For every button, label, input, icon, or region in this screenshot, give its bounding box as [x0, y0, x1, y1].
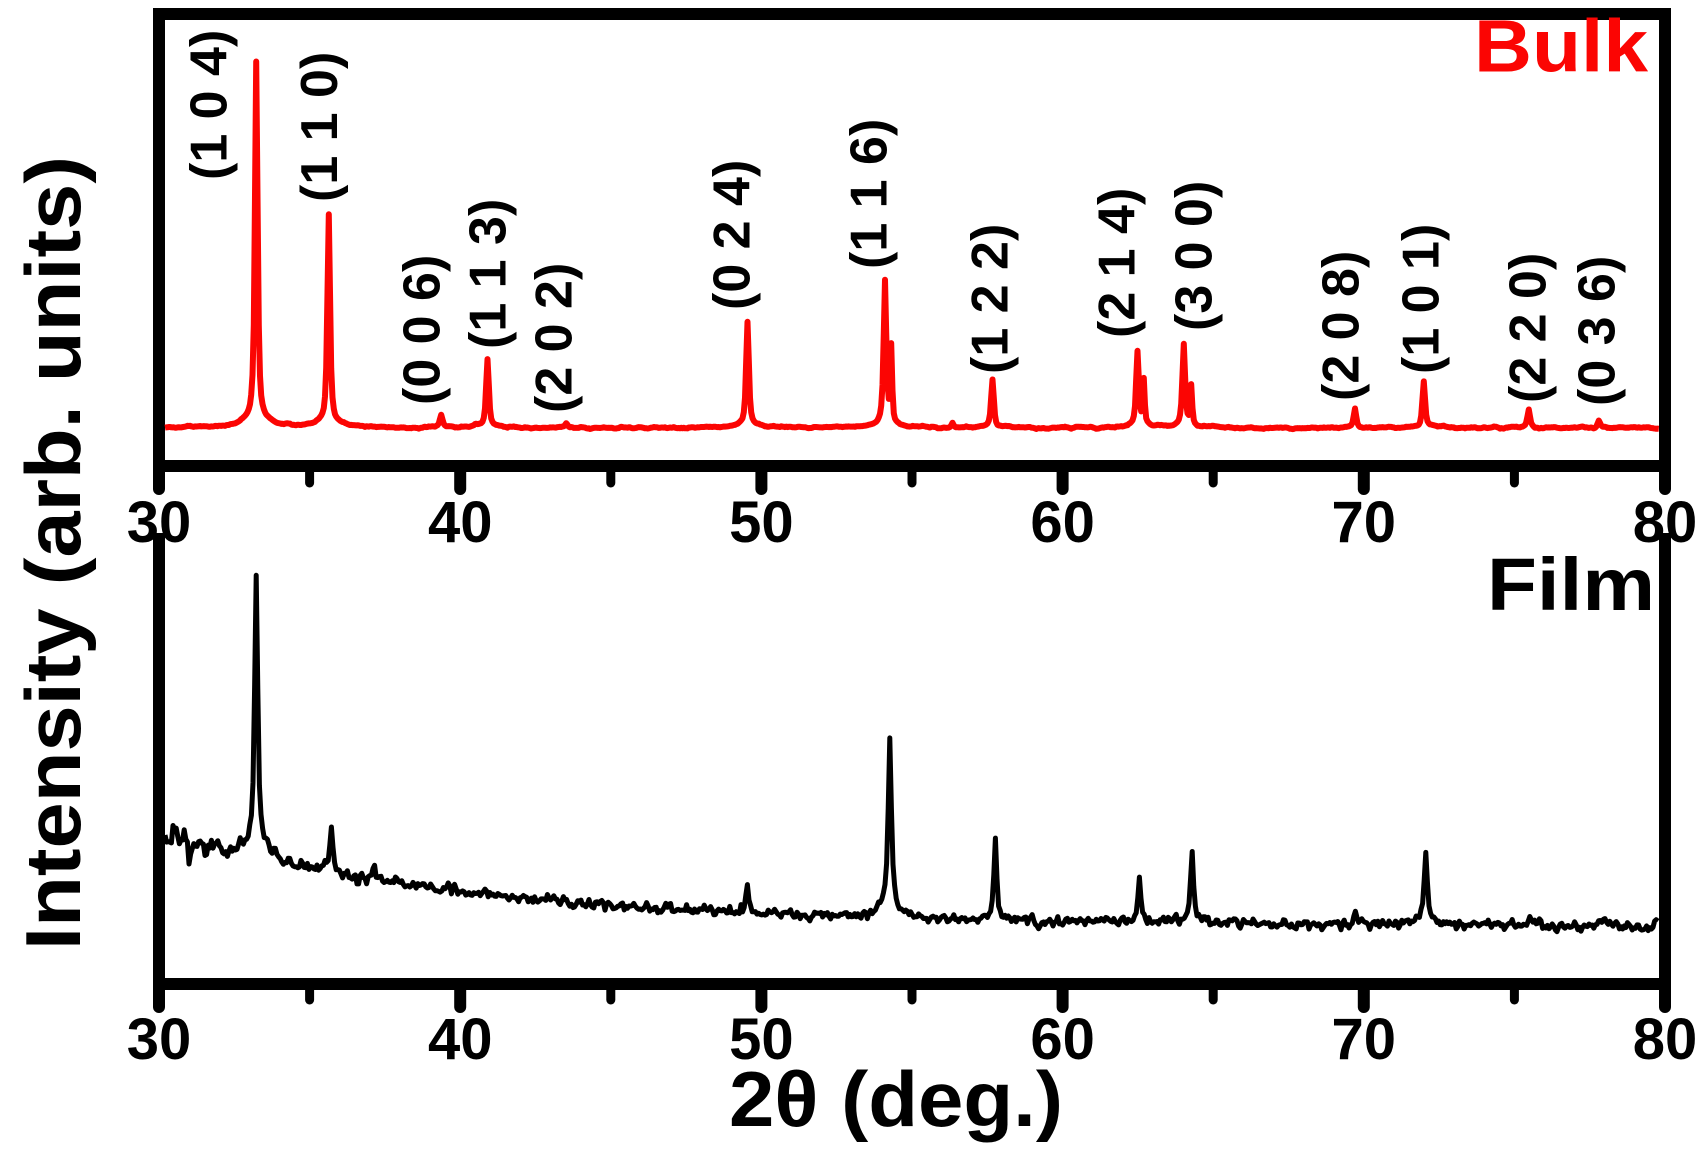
svg-text:Intensity (arb. units): Intensity (arb. units) [9, 156, 97, 950]
svg-text:(2 0 8): (2 0 8) [1313, 251, 1371, 401]
svg-text:50: 50 [729, 1007, 794, 1072]
svg-text:30: 30 [127, 1007, 192, 1072]
svg-text:(0 2 4): (0 2 4) [704, 160, 762, 310]
svg-text:60: 60 [1030, 1007, 1095, 1072]
svg-text:70: 70 [1332, 490, 1397, 555]
svg-text:Bulk: Bulk [1474, 5, 1649, 88]
svg-text:40: 40 [428, 490, 493, 555]
svg-text:(1 1 3): (1 1 3) [460, 199, 518, 349]
svg-text:(1 1 0): (1 1 0) [291, 52, 349, 202]
svg-text:(0 3 6): (0 3 6) [1569, 256, 1627, 406]
svg-text:(0 0 6): (0 0 6) [394, 255, 452, 405]
svg-text:(2 2 0): (2 2 0) [1500, 253, 1558, 403]
svg-text:70: 70 [1332, 1007, 1397, 1072]
svg-text:(2 1 4): (2 1 4) [1089, 188, 1147, 338]
svg-text:60: 60 [1030, 490, 1095, 555]
svg-text:(3 0 0): (3 0 0) [1166, 181, 1224, 331]
svg-text:(1 1 6): (1 1 6) [841, 119, 899, 269]
svg-text:50: 50 [729, 490, 794, 555]
svg-text:2θ (deg.): 2θ (deg.) [729, 1055, 1063, 1143]
svg-text:Film: Film [1487, 543, 1655, 626]
svg-text:40: 40 [428, 1007, 493, 1072]
svg-text:80: 80 [1633, 1007, 1698, 1072]
svg-text:(1 2 2): (1 2 2) [962, 224, 1020, 374]
svg-text:(1 0 1): (1 0 1) [1393, 224, 1451, 374]
svg-text:(2 0 2): (2 0 2) [526, 263, 584, 413]
svg-text:(1 0 4): (1 0 4) [181, 30, 239, 180]
